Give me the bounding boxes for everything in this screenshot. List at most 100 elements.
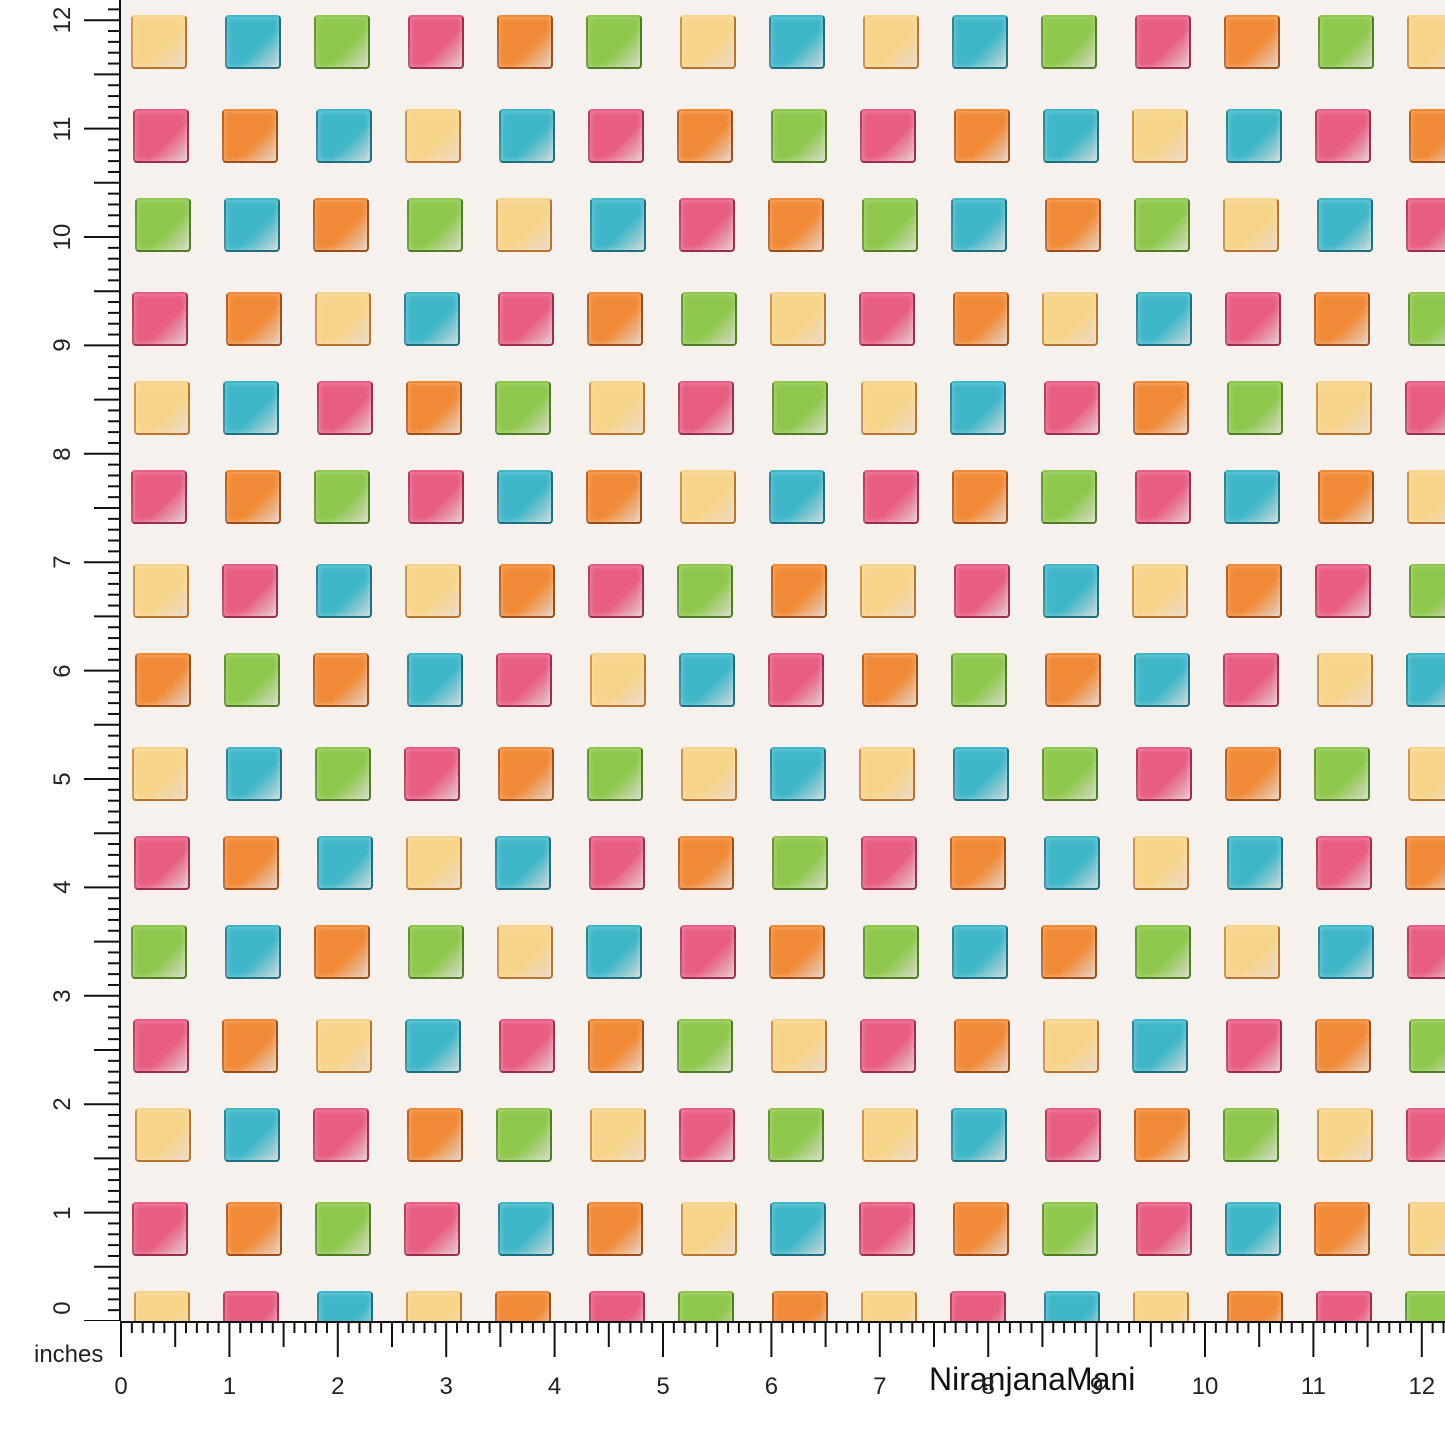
pattern-square [770,1202,826,1256]
x-tick-label: 3 [439,1373,453,1400]
pattern-square [226,1202,282,1256]
pattern-square [1314,747,1370,801]
pattern-square [404,747,460,801]
pattern-square [1408,747,1445,801]
pattern-square [950,1291,1006,1321]
pattern-square [950,381,1006,435]
pattern-square [407,1108,463,1162]
pattern-square [498,292,554,346]
pattern-square [588,564,644,618]
pattern-square [315,292,371,346]
pattern-square [678,836,734,890]
pattern-square [224,198,280,252]
x-tick-label: 6 [764,1373,779,1400]
pattern-square [314,470,370,524]
pattern-square [863,925,919,979]
pattern-square [951,653,1007,707]
pattern-square [1405,381,1445,435]
pattern-square [1136,747,1192,801]
pattern-square [1224,470,1280,524]
pattern-square [1315,1019,1371,1073]
pattern-square [1042,747,1098,801]
pattern-square [1225,1202,1281,1256]
pattern-square [1407,470,1445,524]
pattern-square [1226,1019,1282,1073]
pattern-square [133,1019,189,1073]
pattern-square [1044,381,1100,435]
pattern-square [1315,564,1371,618]
pattern-square [679,653,735,707]
y-tick-label: 1 [49,1205,76,1220]
pattern-square [499,109,555,163]
pattern-square [407,198,463,252]
x-tick-label: 2 [331,1373,345,1400]
pattern-square [589,381,645,435]
pattern-square [1227,836,1283,890]
y-tick-label: 8 [49,447,76,461]
pattern-square [226,292,282,346]
pattern-square [1226,109,1282,163]
pattern-square [953,1202,1009,1256]
pattern-square [769,15,825,69]
horizontal-ruler: inches NiranjanaMani 0 1 2 3 4 5 6 7 8 9 10 11 12 [0,1321,1445,1445]
fabric-swatch [121,0,1445,1321]
x-tick-label: 4 [547,1373,562,1400]
pattern-square [498,747,554,801]
y-tick-label: 2 [49,1097,76,1111]
pattern-square [224,653,280,707]
pattern-square [861,381,917,435]
y-tick-label: 9 [49,338,76,353]
pattern-square [1044,1291,1100,1321]
pattern-square [861,836,917,890]
pattern-square [952,925,1008,979]
pattern-square [771,564,827,618]
y-tick-label: 7 [49,555,76,569]
pattern-square [1407,15,1445,69]
pattern-square [499,1019,555,1073]
pattern-square [863,15,919,69]
pattern-square [225,925,281,979]
y-tick-label: 4 [49,880,76,895]
pattern-square [772,836,828,890]
pattern-square [313,653,369,707]
pattern-square [134,836,190,890]
y-tick-label: 3 [49,989,76,1003]
y-tick-label: 0 [49,1301,76,1315]
y-tick-label: 12 [49,6,76,34]
pattern-square [314,925,370,979]
pattern-square [1227,1291,1283,1321]
pattern-square [1136,292,1192,346]
pattern-square [223,1291,279,1321]
y-tick-label: 6 [49,663,76,678]
pattern-square [1408,1202,1445,1256]
pattern-square [1041,470,1097,524]
pattern-square [678,1291,734,1321]
pattern-square [313,1108,369,1162]
pattern-square [1044,836,1100,890]
pattern-square [131,925,187,979]
pattern-square [226,747,282,801]
pattern-square [496,198,552,252]
pattern-square [768,653,824,707]
pattern-square [772,1291,828,1321]
x-tick-label: 1 [222,1373,237,1400]
pattern-square [499,564,555,618]
pattern-square [1133,1291,1189,1321]
pattern-square [860,109,916,163]
pattern-square [495,381,551,435]
pattern-square [677,109,733,163]
pattern-square [225,470,281,524]
pattern-square [222,1019,278,1073]
pattern-square [768,1108,824,1162]
pattern-square [496,1108,552,1162]
pattern-square [1132,109,1188,163]
pattern-square [1409,564,1445,618]
pattern-square [953,747,1009,801]
pattern-square [587,747,643,801]
pattern-square [1316,836,1372,890]
pattern-square [768,198,824,252]
pattern-square [495,1291,551,1321]
pattern-square [317,381,373,435]
pattern-square [406,381,462,435]
pattern-square [134,1291,190,1321]
